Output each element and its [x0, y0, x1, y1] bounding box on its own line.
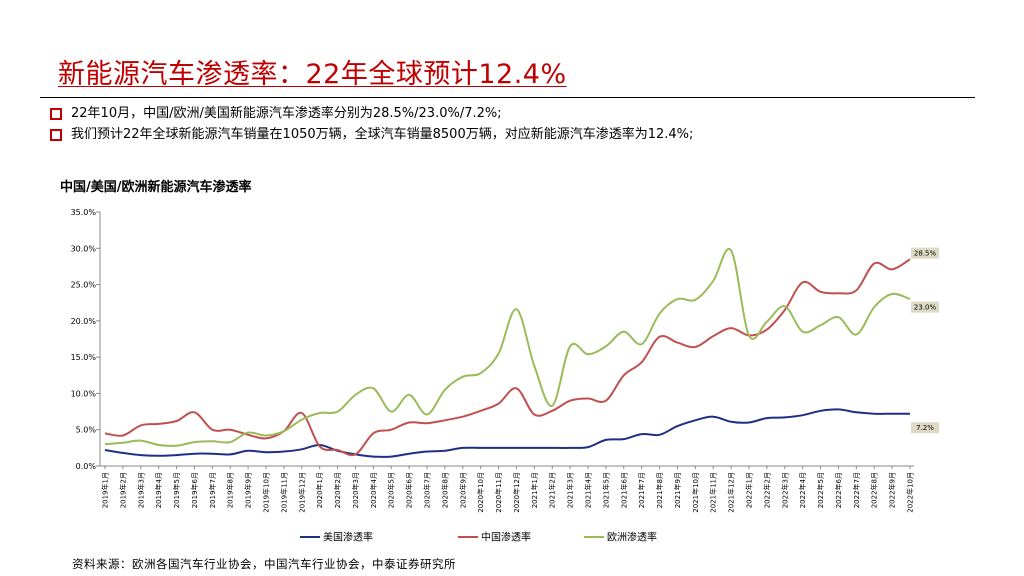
x-tick-label: 2019年10月 — [262, 472, 271, 513]
x-tick-label: 2022年5月 — [816, 472, 825, 508]
x-tick-label: 2021年7月 — [637, 472, 646, 508]
x-tick-label: 2019年8月 — [226, 472, 235, 508]
x-tick-label: 2022年7月 — [852, 472, 861, 508]
y-tick-label: 35.0% — [71, 208, 97, 217]
x-tick-label: 2020年10月 — [476, 472, 485, 513]
x-tick-label: 2021年3月 — [566, 472, 575, 508]
x-tick-label: 2020年4月 — [369, 472, 378, 508]
x-tick-label: 2019年6月 — [190, 472, 199, 508]
x-tick-label: 2019年5月 — [172, 472, 181, 508]
legend-label-europe: 欧洲渗透率 — [607, 531, 657, 544]
x-tick-label: 2019年11月 — [279, 472, 288, 513]
x-tick-label: 2019年1月 — [101, 472, 110, 508]
end-value-label-china: 28.5% — [914, 250, 937, 258]
y-tick-label: 20.0% — [71, 317, 97, 326]
series-line-europe — [104, 247, 911, 447]
square-bullet-icon — [50, 128, 62, 141]
bullet-list: 22年10月，中国/欧洲/美国新能源汽车渗透率分别为28.5%/23.0%/7.… — [50, 103, 693, 145]
series-line-china — [104, 258, 911, 457]
x-tick-label: 2021年10月 — [691, 472, 700, 513]
x-tick-label: 2022年4月 — [798, 472, 807, 508]
square-bullet-icon — [50, 107, 62, 120]
x-tick-label: 2021年12月 — [727, 472, 736, 513]
x-tick-label: 2022年9月 — [888, 472, 897, 508]
x-tick-label: 2020年3月 — [351, 472, 360, 508]
x-tick-label: 2022年6月 — [834, 472, 843, 508]
x-tick-label: 2019年12月 — [297, 472, 306, 513]
x-tick-label: 2022年3月 — [780, 472, 789, 508]
x-tick-label: 2020年9月 — [458, 472, 467, 508]
x-tick-label: 2019年7月 — [208, 472, 217, 508]
x-tick-label: 2022年8月 — [870, 472, 879, 508]
x-tick-label: 2021年6月 — [619, 472, 628, 508]
x-tick-label: 2021年9月 — [673, 472, 682, 508]
x-tick-label: 2019年9月 — [244, 472, 253, 508]
y-tick-label: 0.0% — [76, 462, 97, 471]
x-tick-label: 2022年1月 — [745, 472, 754, 508]
x-tick-label: 2020年12月 — [512, 472, 521, 513]
x-tick-label: 2019年4月 — [154, 472, 163, 508]
x-tick-label: 2021年4月 — [584, 472, 593, 508]
bullet-text: 22年10月，中国/欧洲/美国新能源汽车渗透率分别为28.5%/23.0%/7.… — [71, 106, 502, 121]
x-tick-label: 2020年1月 — [315, 472, 324, 508]
chart-title: 中国/美国/欧洲新能源汽车渗透率 — [60, 180, 252, 195]
title-divider — [40, 97, 975, 98]
x-tick-label: 2022年10月 — [906, 472, 915, 513]
x-tick-label: 2020年7月 — [423, 472, 432, 508]
slide-title: 新能源汽车渗透率：22年全球预计12.4% — [58, 59, 567, 90]
end-value-label-europe: 23.0% — [914, 304, 937, 312]
x-tick-label: 2020年8月 — [440, 472, 449, 508]
x-tick-label: 2019年2月 — [118, 472, 127, 508]
bullet-text: 我们预计22年全球新能源汽车销量在1050万辆，全球汽车销量8500万辆，对应新… — [71, 127, 694, 142]
x-tick-label: 2021年11月 — [709, 472, 718, 513]
end-label-box-china — [911, 247, 939, 259]
x-tick-label: 2022年2月 — [762, 472, 771, 508]
y-tick-label: 30.0% — [71, 244, 97, 253]
x-tick-label: 2021年1月 — [530, 472, 539, 508]
legend-label-china: 中国渗透率 — [481, 531, 531, 544]
y-tick-label: 25.0% — [71, 281, 97, 290]
x-tick-label: 2021年5月 — [601, 472, 610, 508]
bullet-item: 22年10月，中国/欧洲/美国新能源汽车渗透率分别为28.5%/23.0%/7.… — [50, 103, 693, 124]
y-tick-label: 5.0% — [76, 426, 97, 435]
x-tick-label: 2019年3月 — [136, 472, 145, 508]
x-tick-label: 2020年6月 — [405, 472, 414, 508]
end-label-box-europe — [911, 301, 939, 313]
source-note: 资料来源：欧洲各国汽车行业协会，中国汽车行业协会，中泰证券研究所 — [72, 557, 456, 571]
legend-label-us: 美国渗透率 — [323, 531, 373, 544]
end-label-box-us — [911, 422, 939, 434]
x-tick-label: 2021年8月 — [655, 472, 664, 508]
y-tick-label: 15.0% — [71, 353, 97, 362]
end-value-label-us: 7.2% — [916, 424, 934, 432]
x-tick-label: 2020年5月 — [387, 472, 396, 508]
x-tick-label: 2020年2月 — [333, 472, 342, 508]
bullet-item: 我们预计22年全球新能源汽车销量在1050万辆，全球汽车销量8500万辆，对应新… — [50, 124, 693, 145]
x-tick-label: 2020年11月 — [494, 472, 503, 513]
x-tick-label: 2021年2月 — [548, 472, 557, 508]
y-tick-label: 10.0% — [71, 389, 97, 398]
series-line-us — [104, 408, 910, 458]
